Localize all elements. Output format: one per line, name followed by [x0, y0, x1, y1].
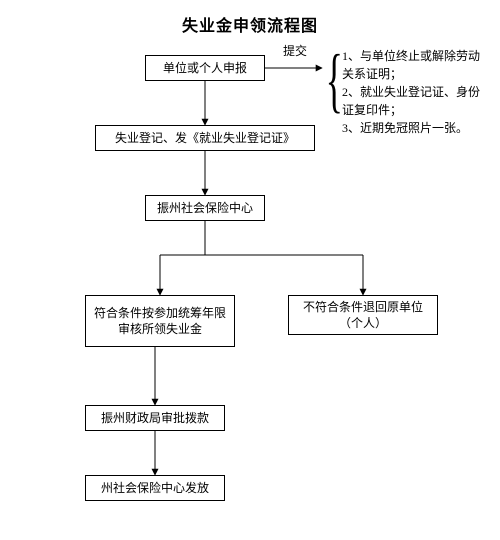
brace-icon: { [326, 44, 343, 116]
node-qualified: 符合条件按参加统筹年限审核所领失业金 [85, 295, 235, 347]
submit-requirements: 1、与单位终止或解除劳动 关系证明； 2、就业失业登记证、身份 证复印件； 3、… [342, 47, 480, 137]
node-disburse: 州社会保险中心发放 [85, 475, 225, 501]
submit-label: 提交 [283, 42, 307, 59]
node-center: 振州社会保险中心 [145, 195, 265, 221]
node-apply: 单位或个人申报 [145, 55, 265, 81]
page-title: 失业金申领流程图 [0, 12, 500, 36]
node-finance: 振州财政局审批拨款 [85, 405, 225, 431]
node-unqualified: 不符合条件退回原单位（个人） [288, 295, 438, 335]
list-item: 证复印件； [342, 101, 480, 119]
list-item: 1、与单位终止或解除劳动 [342, 47, 480, 65]
list-item: 2、就业失业登记证、身份 [342, 83, 480, 101]
node-register: 失业登记、发《就业失业登记证》 [95, 125, 315, 151]
list-item: 关系证明； [342, 65, 480, 83]
list-item: 3、近期免冠照片一张。 [342, 119, 480, 137]
